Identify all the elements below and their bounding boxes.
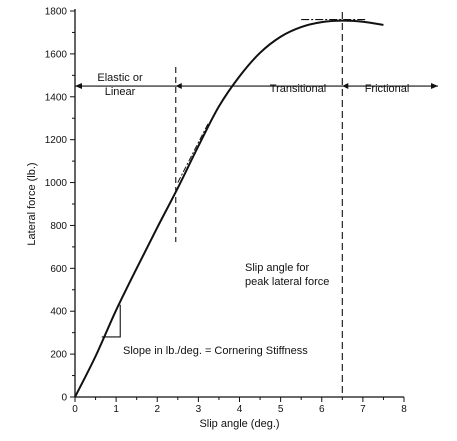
y-tick-label: 800 bbox=[50, 221, 67, 232]
x-axis-title: Slip angle (deg.) bbox=[199, 418, 279, 430]
annotation-slope: Slope in lb./deg. = Cornering Stiffness bbox=[123, 345, 308, 357]
series-layer bbox=[74, 19, 384, 398]
region-label-elastic: Elastic or bbox=[97, 72, 143, 84]
x-tick-label: 0 bbox=[72, 404, 78, 415]
x-tick-label: 3 bbox=[196, 404, 202, 415]
y-tick-label: 0 bbox=[61, 393, 67, 404]
x-tick-label: 5 bbox=[278, 404, 284, 415]
x-tick-label: 8 bbox=[401, 404, 407, 415]
axes: 0 1 2 3 4 5 6 7 8 0 200 400 600 800 1000 1200 1400 1600 1… bbox=[45, 7, 407, 416]
reference-lines bbox=[75, 12, 438, 397]
x-tick-label: 4 bbox=[237, 404, 243, 415]
y-tick-label: 400 bbox=[50, 307, 67, 318]
region-arrow-left-head bbox=[75, 83, 82, 90]
y-tick-label: 200 bbox=[50, 350, 67, 361]
region-arrow-right-head bbox=[431, 83, 438, 90]
region-arrow-mid-head-2 bbox=[342, 83, 349, 90]
linear-tangent-line bbox=[177, 122, 210, 183]
lateral-force-curve bbox=[74, 19, 384, 398]
x-tick-label: 7 bbox=[360, 404, 366, 415]
slope-triangle bbox=[101, 304, 121, 338]
y-ticks: 0 200 400 600 800 1000 1200 1400 1600 1800 bbox=[45, 7, 75, 404]
annotation-peak-line1: Slip angle for bbox=[245, 262, 310, 274]
x-tick-label: 1 bbox=[113, 404, 119, 415]
y-tick-label: 1400 bbox=[45, 92, 68, 103]
y-axis-title: Lateral force (lb.) bbox=[26, 162, 38, 245]
x-tick-label: 6 bbox=[319, 404, 325, 415]
region-label-linear: Linear bbox=[105, 86, 136, 98]
y-tick-label: 1600 bbox=[45, 49, 68, 60]
annotation-peak-line2: peak lateral force bbox=[245, 276, 329, 288]
y-tick-label: 1200 bbox=[45, 135, 68, 146]
y-tick-label: 1000 bbox=[45, 178, 68, 189]
region-arrow-mid-head bbox=[175, 83, 182, 90]
y-tick-label: 1800 bbox=[45, 7, 68, 18]
x-ticks: 0 1 2 3 4 5 6 7 8 bbox=[72, 397, 407, 415]
region-label-frictional: Frictional bbox=[365, 83, 410, 95]
region-label-transitional: Transitional bbox=[270, 83, 326, 95]
y-tick-label: 600 bbox=[50, 264, 67, 275]
x-tick-label: 2 bbox=[154, 404, 160, 415]
